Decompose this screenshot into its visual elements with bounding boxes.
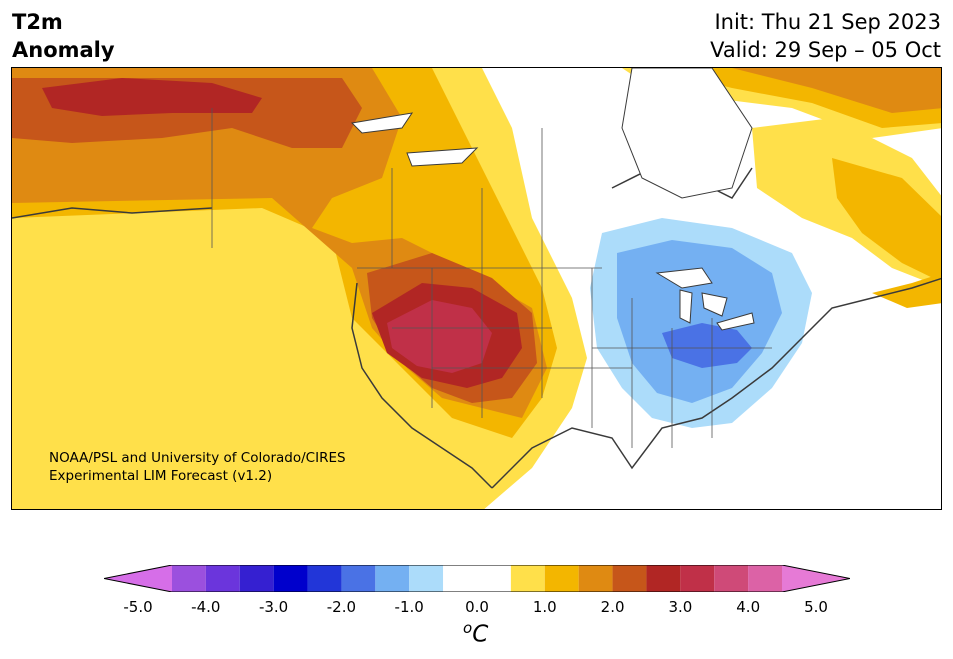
init-date: Init: Thu 21 Sep 2023 (714, 10, 941, 34)
colorbar-cell (443, 565, 477, 592)
colorbar-tick-label: 3.0 (668, 598, 693, 616)
colorbar-tick-label: 2.0 (600, 598, 625, 616)
colorbar-tick-label: 0.0 (465, 598, 489, 616)
colorbar-cell (782, 565, 850, 592)
credit-line-1: NOAA/PSL and University of Colorado/CIRE… (49, 450, 346, 466)
colorbar-cell (714, 565, 749, 592)
inland-water (350, 68, 753, 199)
colorbar-tick-label: -3.0 (258, 598, 289, 616)
colorbar (104, 565, 850, 592)
unit-base: C (472, 621, 489, 648)
forecast-dates: Init: Thu 21 Sep 2023 Valid: 29 Sep – 05… (710, 8, 941, 64)
colorbar-cell (477, 565, 511, 592)
unit-superscript: o (463, 619, 473, 637)
data-credit: NOAA/PSL and University of Colorado/CIRE… (49, 449, 346, 485)
colorbar-tick-label: -1.0 (394, 598, 424, 616)
cold-anomaly-east (590, 218, 812, 428)
warm-anomaly-west (12, 68, 587, 509)
colorbar-tick-label: -5.0 (123, 598, 153, 616)
colorbar-cell (680, 565, 715, 592)
valid-range: Valid: 29 Sep – 05 Oct (710, 38, 941, 62)
colorbar-cell (239, 565, 274, 592)
colorbar-tick-labels: -5.0 -4.0 -3.0 -2.0 -1.0 0.0 1.0 2.0 3.0 4.0 5.0 (0, 598, 953, 618)
colorbar-cell (307, 565, 342, 592)
colorbar-cell (612, 565, 647, 592)
warm-anomaly-east (622, 68, 941, 308)
colorbar-cell (273, 565, 308, 592)
credit-line-2: Experimental LIM Forecast (v1.2) (49, 468, 273, 484)
colorbar-cell (646, 565, 681, 592)
colorbar-cell (104, 565, 172, 592)
colorbar-cell (341, 565, 376, 592)
colorbar-unit: oC (463, 619, 488, 648)
title-line-2: Anomaly (12, 38, 115, 62)
political-borders (211, 108, 772, 448)
colorbar-cell (205, 565, 240, 592)
map-canvas (12, 68, 941, 509)
colorbar-cell (375, 565, 410, 592)
great-lakes (655, 267, 755, 331)
colorbar-tick-label: -4.0 (191, 598, 221, 616)
colorbar-tick-label: 1.0 (532, 598, 557, 616)
colorbar-cell (510, 565, 545, 592)
colorbar-tick-label: 4.0 (736, 598, 761, 616)
colorbar-tick-label: 5.0 (804, 598, 828, 616)
colorbar-cell (578, 565, 613, 592)
anomaly-map: NOAA/PSL and University of Colorado/CIRE… (11, 67, 942, 510)
title-line-1: T2m (12, 10, 63, 34)
colorbar-cell (409, 565, 444, 592)
colorbar-cell (172, 565, 206, 592)
colorbar-cells (104, 565, 850, 592)
colorbar-cell (544, 565, 579, 592)
colorbar-cell (748, 565, 782, 592)
map-title: T2m Anomaly (12, 8, 115, 64)
colorbar-tick-label: -2.0 (326, 598, 357, 616)
